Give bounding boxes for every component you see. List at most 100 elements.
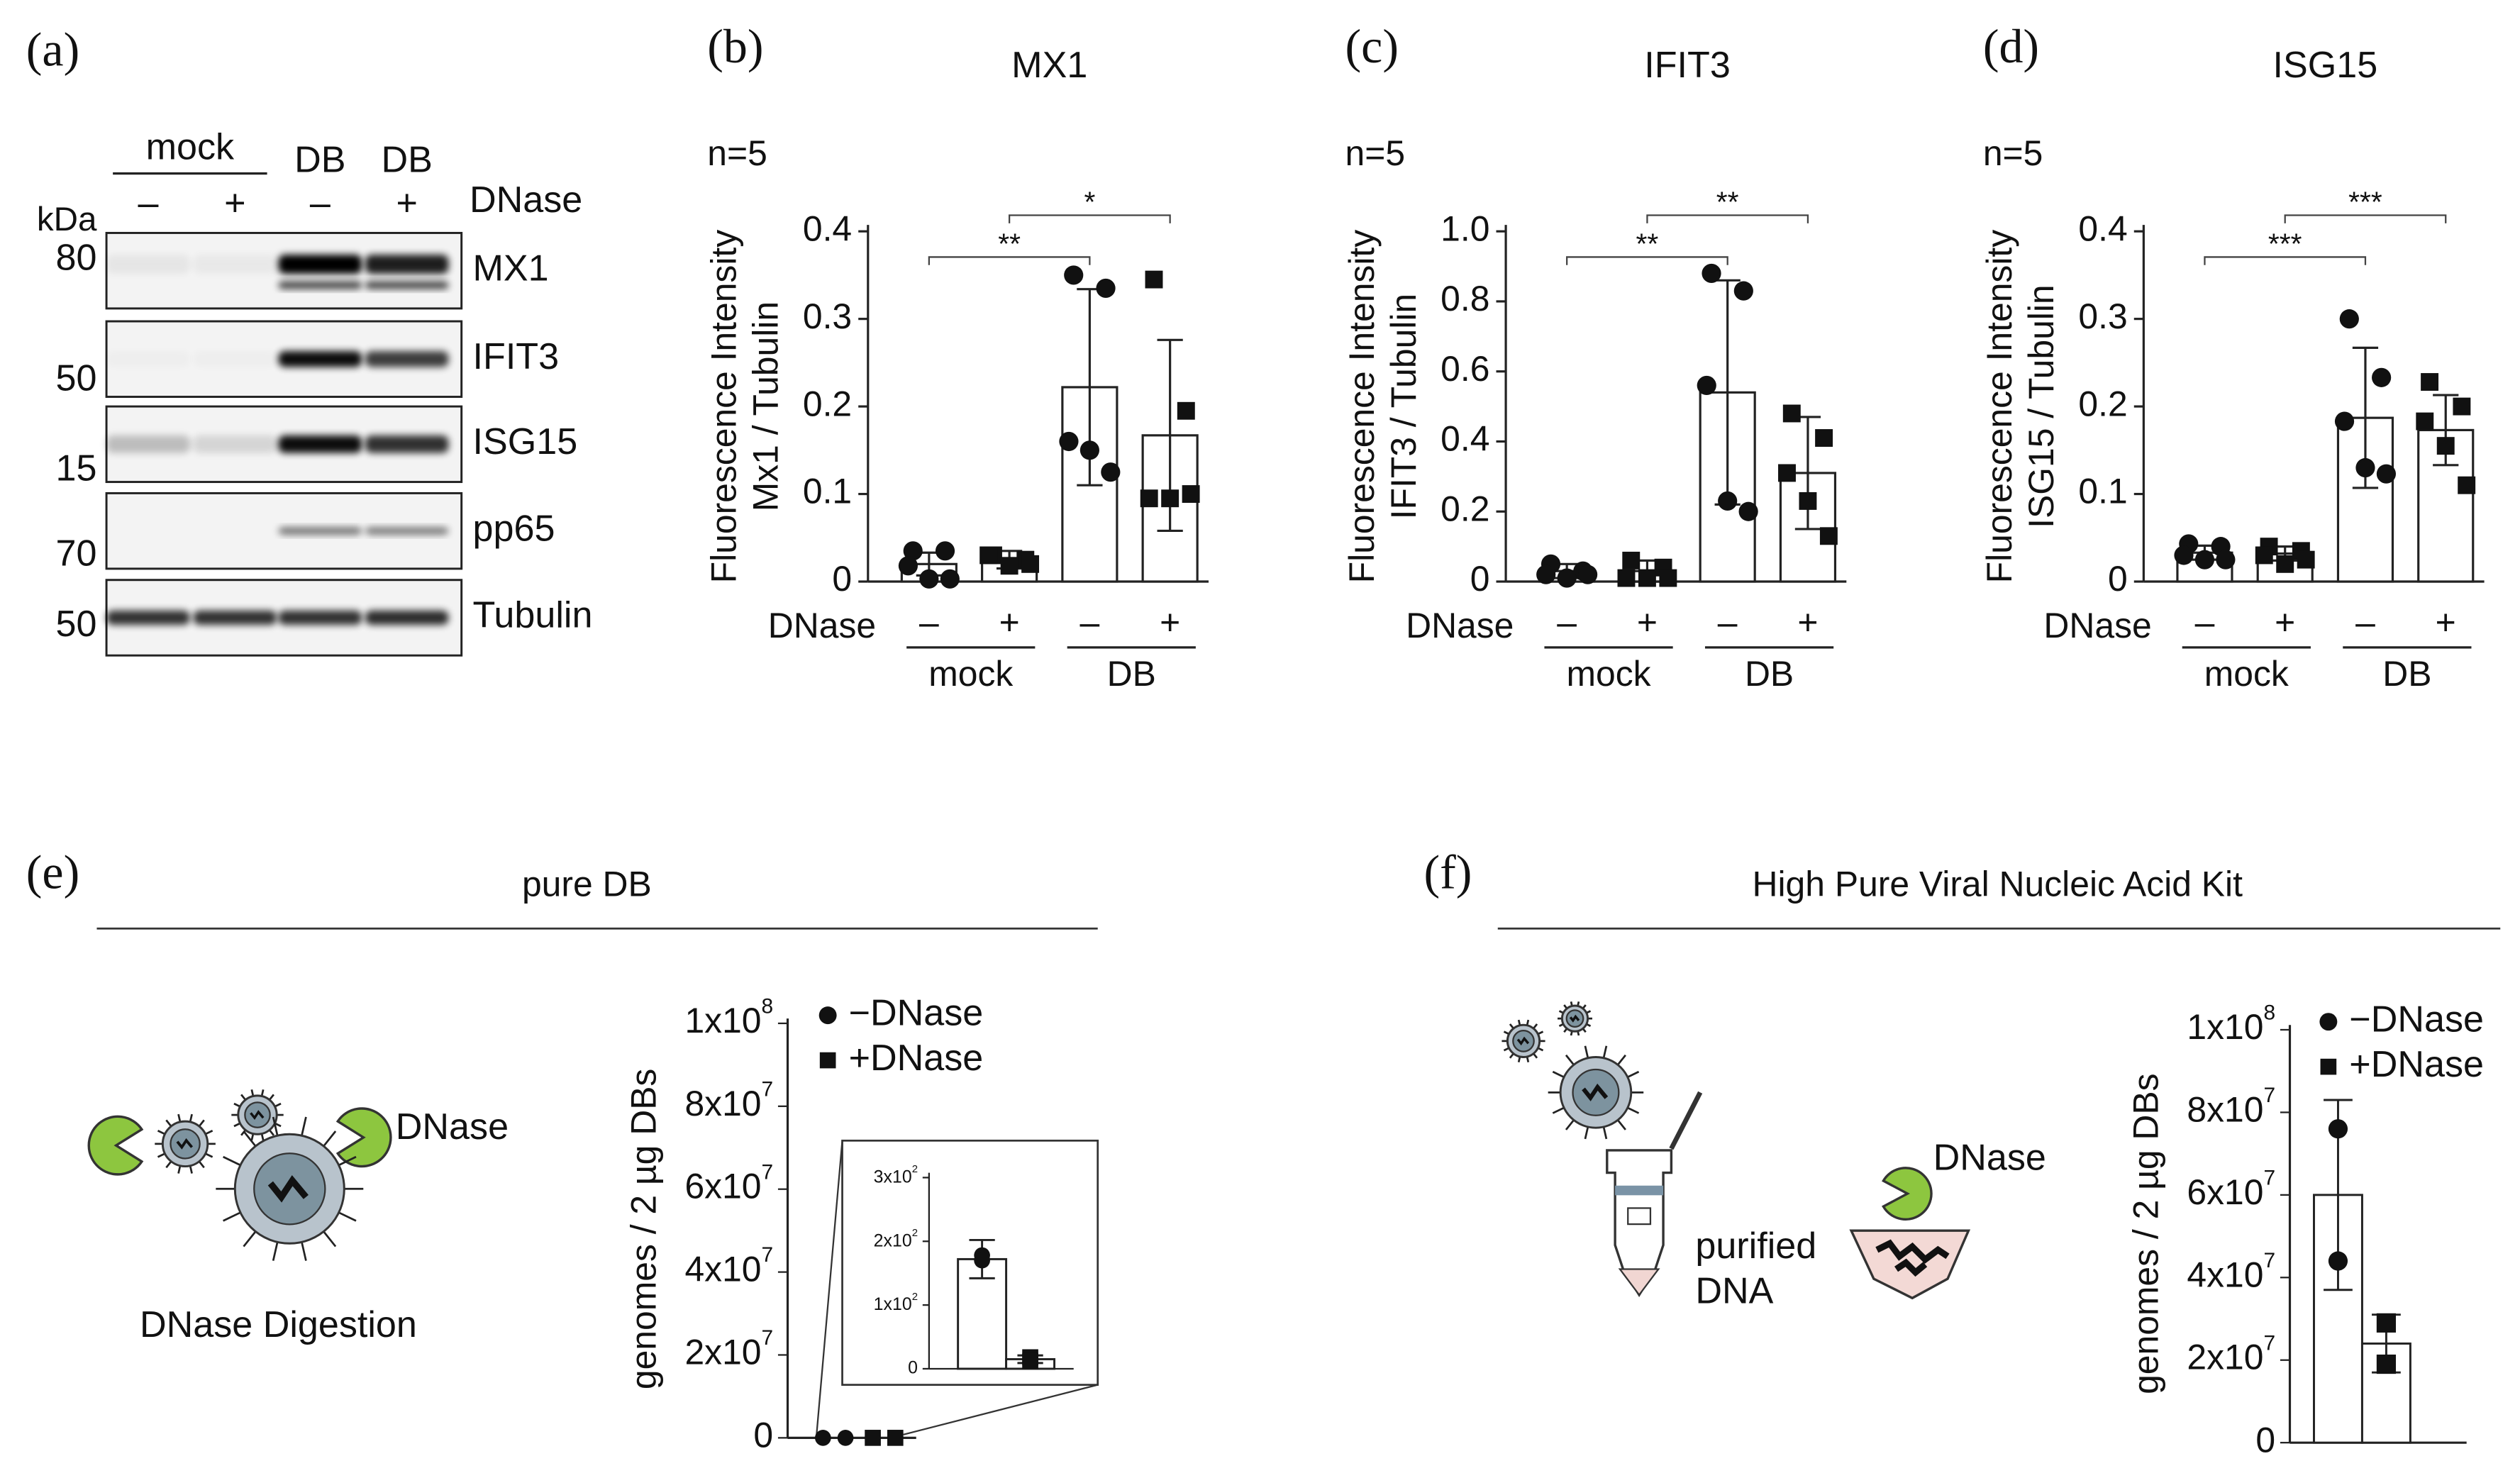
- data-point: [935, 541, 955, 561]
- diagram-label: DNase: [396, 1106, 509, 1148]
- virus-spike: [157, 1152, 166, 1158]
- lane-sign: –: [310, 183, 331, 224]
- virus-dna: [176, 1138, 194, 1150]
- virus-spike: [243, 1130, 257, 1147]
- virus-spike: [189, 1113, 193, 1123]
- virus-icon: [1548, 1045, 1644, 1140]
- data-point: [1778, 464, 1796, 482]
- virus-spike: [323, 1130, 337, 1147]
- y-tick-label: 0.4: [803, 209, 852, 248]
- data-point: [837, 1430, 854, 1446]
- virus-dna: [1569, 1014, 1580, 1023]
- virus-spike: [233, 1122, 241, 1128]
- y-tick-label: 0.1: [803, 472, 852, 511]
- eluate: [1618, 1268, 1660, 1296]
- data-point: [1101, 462, 1121, 482]
- y-tick-label: 0.3: [2078, 296, 2127, 336]
- zoom-line: [903, 1384, 1098, 1435]
- virus-spike: [250, 1089, 255, 1096]
- y-tick-label-exponent: 7: [2263, 1084, 2275, 1107]
- y-tick-label: 0.8: [1441, 279, 1489, 318]
- data-point: [2339, 309, 2359, 329]
- data-point: [1622, 551, 1641, 569]
- y-tick-label-base: 1x10: [874, 1294, 912, 1314]
- y-tick-label-base: 2x10: [2187, 1338, 2263, 1377]
- y-tick-label-exponent: 7: [762, 1077, 774, 1101]
- data-point: [1096, 278, 1116, 299]
- data-point: [865, 1430, 881, 1446]
- virus-spike: [223, 1155, 241, 1167]
- significance-label: ***: [2348, 185, 2382, 218]
- lane-header: DB: [294, 140, 345, 181]
- virus-spike: [1627, 1106, 1640, 1114]
- blot-band: [365, 526, 449, 535]
- blot-band: [193, 351, 277, 367]
- data-point: [1140, 489, 1158, 508]
- significance-bracket: [928, 256, 1091, 265]
- data-point: [2334, 411, 2355, 431]
- kda-marker: 50: [56, 358, 97, 399]
- lane-sign: –: [138, 183, 158, 224]
- group-label: DB: [1107, 654, 1156, 694]
- data-point: [940, 569, 960, 589]
- y-tick-label-exponent: 7: [2263, 1249, 2275, 1272]
- virus-spike: [1552, 1070, 1565, 1078]
- y-tick-label-exponent: 2: [912, 1291, 918, 1303]
- virus-spike: [272, 1116, 279, 1136]
- data-point: [1819, 527, 1838, 545]
- virus-spike: [250, 1133, 255, 1141]
- kda-marker: 50: [56, 604, 97, 645]
- y-tick-label: 8x107: [684, 1077, 773, 1123]
- panel-label: (b): [707, 19, 763, 73]
- insert: [1627, 1207, 1652, 1226]
- y-tick-label: 0.1: [2078, 472, 2127, 511]
- treatment-label: DNase: [470, 179, 582, 221]
- virus-spike: [177, 1165, 182, 1174]
- x-tick-label: +: [999, 602, 1020, 642]
- blot-band: [106, 610, 190, 626]
- data-point: [2297, 550, 2315, 569]
- virus-spike: [240, 1094, 247, 1101]
- y-tick-label-base: 2x10: [684, 1333, 761, 1372]
- virus-spike: [1565, 1119, 1575, 1130]
- group-label: DB: [1745, 654, 1794, 694]
- y-tick-label-exponent: 8: [2263, 1001, 2275, 1024]
- data-point: [1059, 431, 1079, 452]
- data-point: [1145, 270, 1163, 289]
- virus-spike: [301, 1116, 307, 1136]
- y-tick-label: 1x108: [684, 994, 773, 1040]
- virus-spike: [301, 1242, 307, 1261]
- blot-band: [365, 610, 449, 626]
- y-axis-label: genomes / 2 µg DBs: [2126, 1073, 2165, 1394]
- x-tick-label: –: [2355, 602, 2375, 642]
- panel-label: (a): [26, 23, 79, 77]
- data-point: [1815, 429, 1833, 448]
- band-label: IFIT3: [473, 336, 560, 377]
- virus-spike: [205, 1130, 213, 1135]
- dnase-icon: [1882, 1167, 1933, 1221]
- blot-band: [106, 435, 190, 453]
- zoom-line: [816, 1140, 843, 1435]
- data-point: [2458, 476, 2476, 494]
- data-point: [887, 1430, 904, 1446]
- virus-spike: [243, 1230, 257, 1248]
- data-point: [1733, 281, 1753, 301]
- virus-spike: [233, 1102, 241, 1108]
- data-point: [2376, 1313, 2397, 1333]
- band-label: ISG15: [473, 421, 578, 462]
- diagram-e: [87, 1107, 392, 1176]
- legend-label: +DNase: [2349, 1044, 2484, 1085]
- blot-band: [278, 255, 362, 274]
- virus-spike: [157, 1130, 166, 1135]
- y-tick-label-base: 8x10: [2187, 1090, 2263, 1130]
- virus-dna: [1516, 1036, 1530, 1046]
- virus-spike: [1627, 1070, 1640, 1078]
- legend-marker: [818, 1006, 837, 1025]
- y-tick-label: 6x107: [684, 1160, 773, 1206]
- virus-icon: [1502, 1019, 1545, 1062]
- y-tick-label-exponent: 2: [912, 1163, 918, 1175]
- virus-spike: [177, 1113, 182, 1123]
- blot-band: [365, 350, 449, 367]
- data-point: [1738, 501, 1758, 521]
- y-axis-label: IFIT3 / Tubulin: [1384, 294, 1423, 519]
